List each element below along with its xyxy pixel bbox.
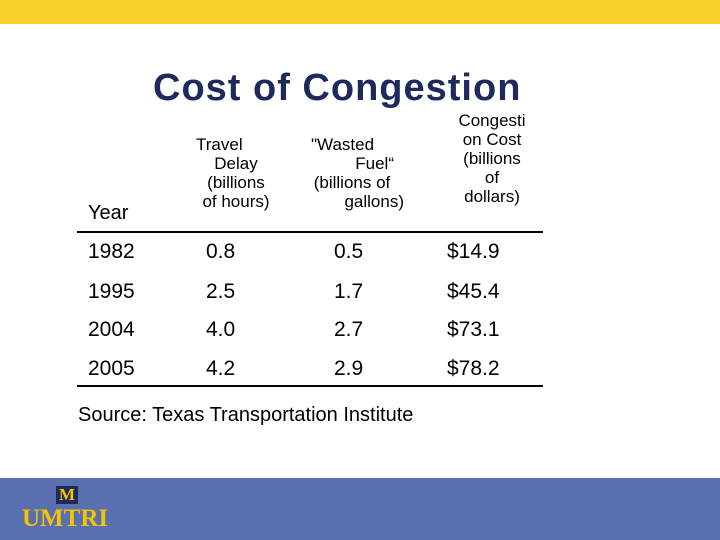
logo-wordmark: UMTRI <box>22 505 109 532</box>
cell-travel-delay: 2.5 <box>206 280 236 303</box>
cell-wasted-fuel: 0.5 <box>334 240 364 263</box>
header-year: Year <box>88 202 129 224</box>
source-note: Source: Texas Transportation Institute <box>78 404 414 426</box>
cell-wasted-fuel: 2.9 <box>334 357 364 380</box>
cell-wasted-fuel: 2.7 <box>334 318 364 341</box>
slide-title: Cost of Congestion <box>153 67 522 109</box>
cell-travel-delay: 4.0 <box>206 318 236 341</box>
header-congestion-cost: Congesti on Cost (billions of dollars) <box>444 111 540 206</box>
top-accent-bar <box>0 0 720 24</box>
cell-year: 1995 <box>88 280 135 303</box>
bottom-rule <box>77 385 543 387</box>
header-travel-delay-line: Delay <box>214 154 258 173</box>
header-travel-delay: Travel Delay (billions of hours) <box>186 135 286 211</box>
header-rule <box>77 231 543 233</box>
header-congestion-cost-line: Congesti <box>458 111 526 130</box>
header-congestion-cost-line: of <box>484 168 500 187</box>
header-travel-delay-line: Travel <box>196 135 243 154</box>
header-wasted-fuel-line: Fuel“ <box>355 154 394 173</box>
university-m-block-icon: M <box>56 486 78 504</box>
header-wasted-fuel-line: (billions of <box>313 173 391 192</box>
cell-congestion-cost: $14.9 <box>447 240 500 263</box>
header-travel-delay-line: (billions <box>207 173 265 192</box>
cell-congestion-cost: $73.1 <box>447 318 500 341</box>
cell-travel-delay: 0.8 <box>206 240 236 263</box>
footer-bar <box>0 478 720 540</box>
umtri-logo: M UMTRI <box>22 484 112 532</box>
header-wasted-fuel: "Wasted Fuel“ (billions of gallons) <box>296 135 408 211</box>
cell-year: 2004 <box>88 318 135 341</box>
cell-congestion-cost: $45.4 <box>447 280 500 303</box>
header-congestion-cost-line: dollars) <box>464 187 520 206</box>
cell-wasted-fuel: 1.7 <box>334 280 364 303</box>
header-wasted-fuel-line: gallons) <box>344 192 404 211</box>
cell-congestion-cost: $78.2 <box>447 357 500 380</box>
header-congestion-cost-line: on Cost <box>462 130 522 149</box>
cell-year: 1982 <box>88 240 135 263</box>
header-wasted-fuel-line: "Wasted <box>311 135 375 154</box>
cell-year: 2005 <box>88 357 135 380</box>
header-travel-delay-line: of hours) <box>202 192 270 211</box>
header-congestion-cost-line: (billions <box>463 149 521 168</box>
cell-travel-delay: 4.2 <box>206 357 236 380</box>
